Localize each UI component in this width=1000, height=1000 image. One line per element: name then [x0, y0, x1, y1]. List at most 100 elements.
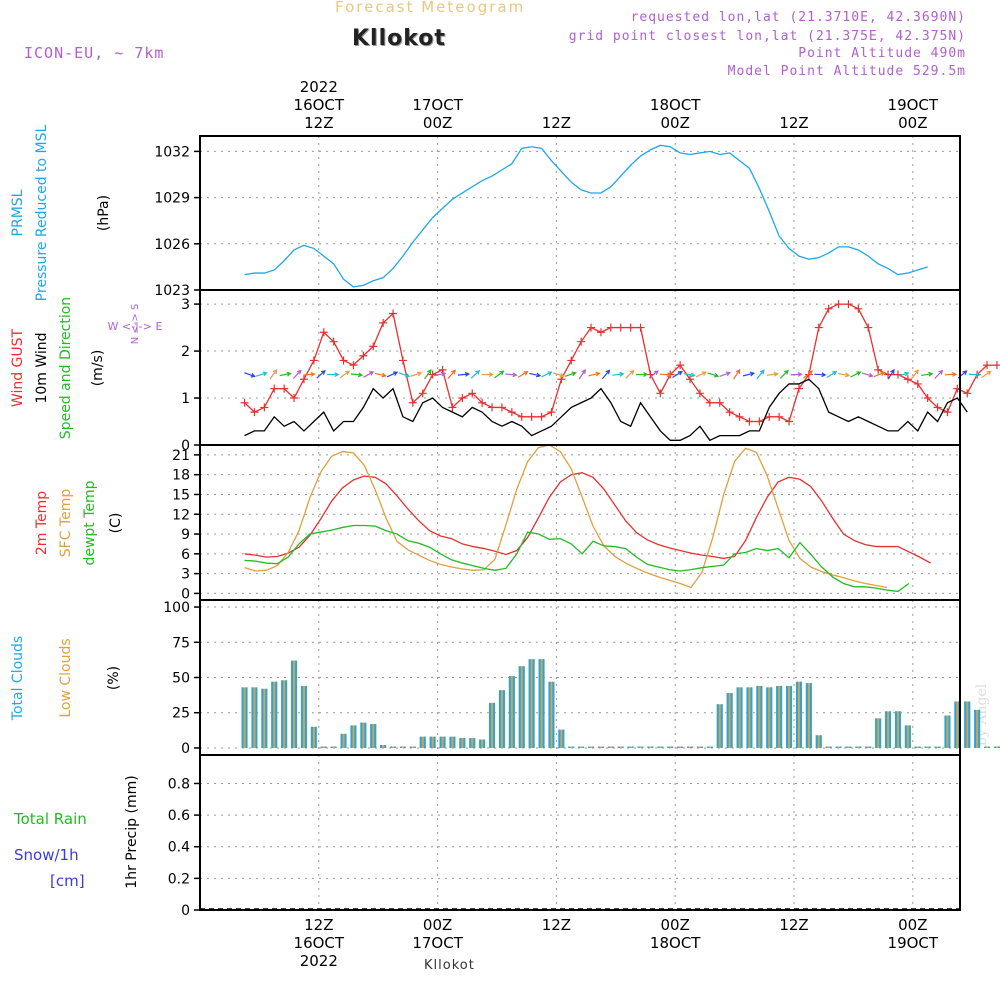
gust-marker	[992, 361, 1000, 370]
gust-marker	[339, 356, 348, 365]
gust-marker	[359, 351, 368, 360]
series-wind-gust	[244, 303, 997, 423]
ytick-label: 3	[181, 567, 190, 583]
wind-arrow	[803, 370, 814, 379]
cloud-bar	[518, 666, 525, 748]
wind-arrow	[244, 372, 256, 378]
wind-arrow	[269, 369, 278, 380]
ytick-label: 75	[172, 635, 190, 651]
temp-axis-label: dewpt Temp	[82, 480, 98, 565]
cloud-bar	[548, 681, 555, 748]
cloud-bar	[993, 746, 1000, 748]
cloud-bar	[617, 746, 624, 748]
time-label-bottom: 17OCT	[412, 934, 463, 952]
gust-marker	[616, 323, 625, 332]
cloud-bar	[439, 736, 446, 748]
wind-arrow	[683, 372, 696, 378]
gust-marker	[478, 398, 487, 407]
gust-marker	[517, 412, 526, 421]
cloud-bar	[944, 715, 951, 748]
gust-marker	[785, 417, 794, 426]
time-label-top: 17OCT	[412, 96, 463, 114]
ytick-label: 12	[172, 507, 190, 523]
wind-arrow	[529, 372, 542, 378]
temp-axis-label: (C)	[108, 513, 124, 534]
ytick-label: 25	[172, 706, 190, 722]
cloud-bar	[637, 746, 644, 748]
wind-arrow	[517, 371, 529, 378]
requested-coords: requested lon,lat (21.3710E, 42.3690N)	[630, 10, 966, 25]
cloud-bar	[726, 693, 733, 748]
wind-axis-label: Wind GUST	[10, 328, 26, 407]
gust-marker	[448, 403, 457, 412]
cloud-bar	[419, 736, 426, 748]
cloud-bar	[885, 711, 892, 748]
compass-ns: N <-> S	[130, 304, 141, 345]
series-10m-wind	[244, 378, 968, 442]
wind-arrow	[981, 370, 992, 379]
wind-arrow	[481, 372, 494, 377]
cloud-bar	[627, 746, 634, 748]
wind-arrow	[612, 371, 625, 377]
cloud-bar	[746, 687, 753, 748]
cloud-bar	[291, 660, 298, 748]
gust-marker	[497, 403, 506, 412]
cloud-bar	[459, 738, 466, 748]
wind-arrow	[766, 371, 779, 377]
time-label-top: 12Z	[304, 114, 333, 132]
wind-arrow	[897, 371, 910, 377]
ytick-label: 1026	[154, 237, 190, 253]
panel-frame	[199, 754, 961, 911]
cloud-bar	[825, 746, 832, 748]
cloud-bar	[241, 687, 248, 748]
wind-arrow	[968, 372, 981, 378]
wind-arrow	[363, 371, 375, 378]
time-label-top: 00Z	[423, 114, 452, 132]
gust-marker	[428, 370, 437, 379]
temp-axis-label: SFC Temp	[58, 489, 74, 558]
cloud-bar	[667, 746, 674, 748]
cloud-bar	[350, 725, 357, 748]
time-label-top: 18OCT	[650, 96, 701, 114]
wind-arrow	[779, 369, 789, 379]
ytick-label: 6	[181, 547, 190, 563]
cloud-bar	[578, 746, 585, 748]
cloud-bar	[390, 746, 397, 748]
gust-marker	[864, 323, 873, 332]
gust-marker	[715, 398, 724, 407]
gust-marker	[260, 403, 269, 412]
ytick-label: 1032	[154, 144, 190, 160]
wind-arrow	[814, 372, 827, 378]
cloud-bar	[677, 746, 684, 748]
gust-marker	[319, 328, 328, 337]
time-label-bottom: 12Z	[304, 916, 333, 934]
clouds-axis-label: Total Clouds	[10, 636, 26, 721]
gust-marker	[468, 389, 477, 398]
time-label-bottom: 19OCT	[888, 934, 939, 952]
gust-marker	[745, 417, 754, 426]
gust-marker	[507, 408, 516, 417]
station-name: Kllokot	[352, 26, 446, 51]
wind-arrow	[541, 371, 553, 378]
time-label-top: 19OCT	[888, 96, 939, 114]
grid-point-coords: grid point closest lon,lat (21.375E, 42.…	[568, 29, 966, 44]
wind-arrow	[742, 371, 756, 377]
wind-arrow	[648, 370, 659, 379]
ytick-label: 18	[172, 468, 190, 484]
cloud-bar	[360, 722, 367, 748]
wind-arrow	[564, 371, 577, 377]
cloud-bar	[914, 746, 921, 748]
gust-marker	[943, 408, 952, 417]
cloud-bar	[865, 746, 872, 748]
gust-marker	[913, 379, 922, 388]
cloud-bar	[251, 687, 258, 748]
gust-marker	[309, 356, 318, 365]
ytick-label: 1023	[154, 283, 190, 299]
cloud-bar	[607, 746, 614, 748]
cloud-bar	[479, 739, 486, 748]
wind-arrow	[494, 370, 505, 379]
cloud-bar	[508, 676, 515, 748]
cloud-bar	[429, 736, 436, 748]
cloud-bar	[330, 746, 337, 748]
gust-marker	[270, 384, 279, 393]
